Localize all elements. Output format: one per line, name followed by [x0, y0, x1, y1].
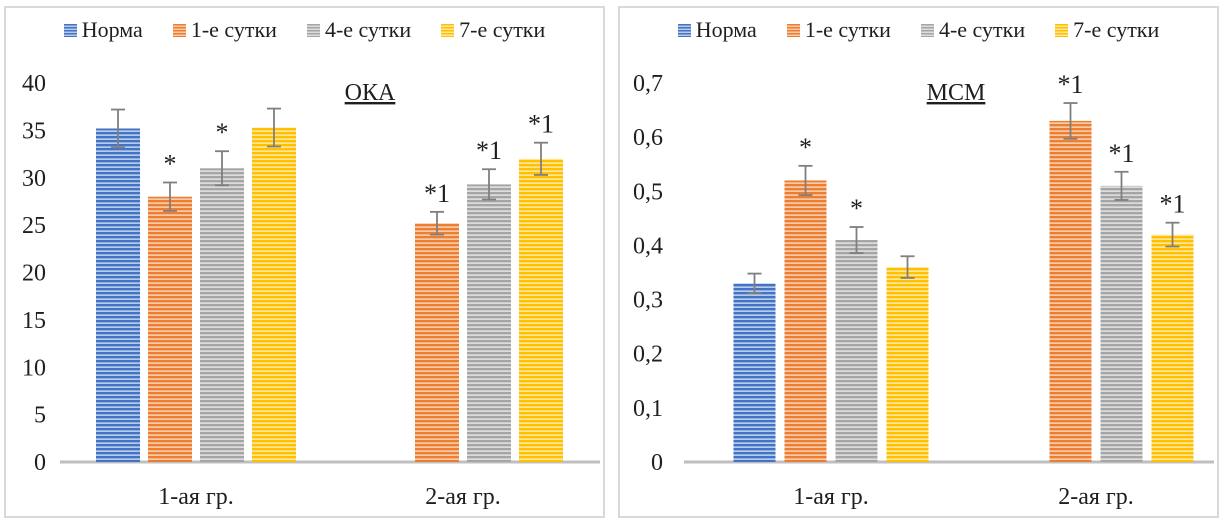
panel-msm: 0 0,1 0,2 0,3 0,4 0,5 0,6 0,7 МСМ 1-ая гр. 2-ая гр… — [618, 6, 1219, 518]
significance-annotation: * — [799, 133, 812, 162]
legend-item: 4-е сутки — [306, 17, 412, 42]
bar — [1049, 120, 1092, 463]
legend-label: 7-е сутки — [459, 17, 546, 42]
legend-label: Норма — [695, 17, 757, 42]
significance-annotation: *1 — [528, 110, 554, 139]
y-tick-label: 0,1 — [633, 396, 663, 422]
x-category-label: 1-ая гр. — [158, 484, 234, 510]
y-tick-label: 25 — [22, 213, 46, 239]
y-tick-label: 0 — [651, 450, 663, 476]
legend-label: 4-е сутки — [938, 17, 1026, 42]
bar — [252, 127, 296, 462]
y-tick-label: 0,2 — [633, 342, 663, 368]
y-tick-label: 0,3 — [633, 288, 663, 314]
y-tick-label: 10 — [22, 355, 46, 381]
significance-annotation: *1 — [1109, 139, 1135, 168]
y-tick-label: 30 — [22, 166, 46, 192]
y-tick-label: 20 — [22, 261, 46, 287]
legend-item: 7-е сутки — [441, 19, 545, 41]
chart-title: ОКА — [345, 80, 396, 106]
y-tick-label: 0,6 — [633, 125, 663, 151]
legend-item: 4-е сутки — [920, 17, 1026, 42]
legend-swatch-icon — [306, 23, 320, 37]
legend-item: 1-е сутки — [786, 17, 891, 42]
legend-swatch-icon — [441, 23, 455, 37]
chart-title: МСМ — [927, 80, 986, 106]
bar — [784, 180, 827, 462]
x-category-label: 1-ая гр. — [793, 484, 869, 510]
bar — [1100, 185, 1143, 462]
panel-oka: 0 5 10 15 20 25 30 35 40 ОКА 1-ая гр. 2-ая гр. * *1 * *… — [4, 6, 605, 518]
x-category-label: 2-ая гр. — [1058, 484, 1134, 510]
bar — [1151, 234, 1194, 462]
chart-oka: 0 5 10 15 20 25 30 35 40 ОКА 1-ая гр. 2-ая гр. * *1 * *… — [22, 71, 600, 510]
legend-label: 4-е сутки — [324, 17, 412, 42]
legend-label: 1-е сутки — [804, 17, 891, 42]
y-tick-label: 35 — [22, 118, 46, 144]
bar — [467, 184, 511, 462]
significance-annotation: *1 — [1058, 70, 1084, 99]
significance-annotation: * — [164, 149, 177, 178]
bar — [835, 240, 878, 462]
legend-oka: Норма 1-е сутки 4-е сутки 7-е сутки — [6, 19, 603, 41]
legend-item: 7-е сутки — [1055, 19, 1159, 41]
legend-swatch-icon — [63, 23, 77, 37]
legend-item: Норма — [63, 17, 143, 42]
y-tick-label: 40 — [22, 71, 46, 97]
significance-annotation: * — [216, 118, 229, 147]
chart-msm: 0 0,1 0,2 0,3 0,4 0,5 0,6 0,7 МСМ 1-ая гр. 2-ая гр… — [633, 70, 1214, 510]
y-tick-label: 15 — [22, 308, 46, 334]
bar — [148, 196, 192, 462]
legend-swatch-icon — [920, 23, 934, 37]
legend-item: Норма — [677, 17, 757, 42]
legend-swatch-icon — [1055, 23, 1069, 37]
y-tick-label: 0 — [34, 450, 46, 476]
legend-swatch-icon — [172, 23, 186, 37]
bar — [733, 283, 776, 462]
significance-annotation: * — [850, 194, 863, 223]
bar — [886, 267, 929, 462]
legend-msm: Норма 1-е сутки 4-е сутки 7-е сутки — [620, 19, 1217, 41]
y-tick-label: 0,7 — [633, 71, 663, 97]
legend-swatch-icon — [677, 23, 691, 37]
legend-swatch-icon — [786, 23, 800, 37]
bar — [415, 223, 459, 462]
y-tick-label: 0,4 — [633, 233, 663, 259]
legend-item: 1-е сутки — [172, 17, 277, 42]
y-tick-label: 0,5 — [633, 179, 663, 205]
significance-annotation: *1 — [476, 136, 502, 165]
significance-annotation: *1 — [1160, 190, 1186, 219]
significance-annotation: *1 — [424, 179, 450, 208]
legend-label: Норма — [81, 17, 143, 42]
legend-label: 1-е сутки — [190, 17, 277, 42]
legend-label: 7-е сутки — [1073, 17, 1160, 42]
bar — [200, 168, 244, 462]
x-category-label: 2-ая гр. — [425, 484, 501, 510]
y-tick-label: 5 — [34, 403, 46, 429]
bar — [519, 158, 563, 463]
bar — [96, 128, 140, 462]
